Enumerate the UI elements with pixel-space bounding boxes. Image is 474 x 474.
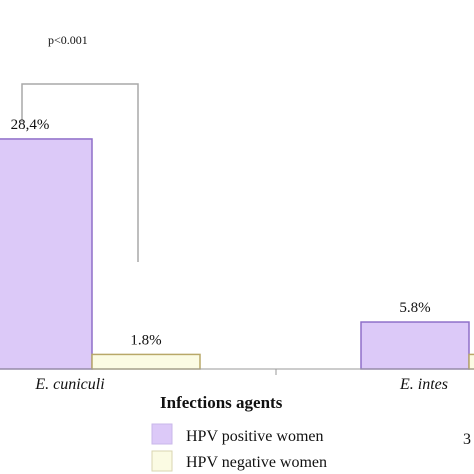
legend: Infections agents HPV positive women HPV… <box>151 393 327 472</box>
legend-title: Infections agents <box>160 393 283 412</box>
value-labels: 28,4% 1.8% 5.8% <box>11 117 431 348</box>
page-number: 3 <box>463 431 471 448</box>
p-value-annotation: p<0.001 <box>48 33 88 47</box>
legend-swatch-hpv-positive <box>151 423 173 445</box>
category-label-0: E. cuniculi <box>34 376 104 393</box>
data-label-hpv-positive-1: 5.8% <box>399 300 430 316</box>
significance-bracket <box>21 83 139 262</box>
data-label-hpv-positive-0: 28,4% <box>11 117 50 133</box>
legend-label-hpv-positive: HPV positive women <box>186 428 323 445</box>
bar-hpv-positive-1 <box>360 321 470 370</box>
category-label-1: E. intes <box>399 376 448 393</box>
bar-hpv-negative-0 <box>91 353 201 370</box>
bars <box>0 138 474 370</box>
legend-label-hpv-negative: HPV negative women <box>186 454 327 471</box>
bar-hpv-positive-0 <box>0 138 93 370</box>
data-label-hpv-negative-0: 1.8% <box>130 332 161 348</box>
bar-hpv-negative-1 <box>468 353 474 370</box>
category-labels: E. cuniculi E. intes <box>34 376 448 393</box>
legend-swatch-hpv-negative <box>151 450 173 472</box>
